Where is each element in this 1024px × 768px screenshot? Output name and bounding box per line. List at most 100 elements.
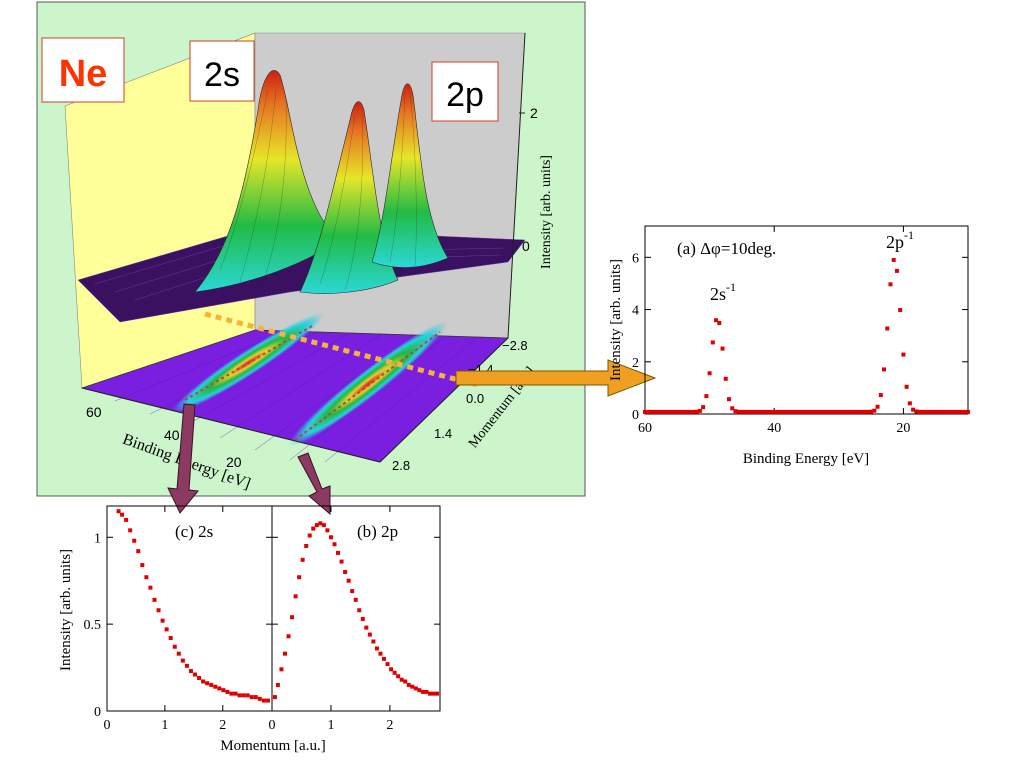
data-point (788, 409, 793, 414)
data-point (431, 691, 436, 696)
data-point (714, 318, 719, 323)
data-point (736, 409, 741, 414)
energy-tick-60: 60 (86, 404, 102, 420)
data-point (286, 634, 291, 639)
data-point (417, 688, 422, 693)
data-point (888, 282, 893, 287)
intensity-axis-label: Intensity [arb. units] (539, 155, 554, 269)
data-point (840, 409, 845, 414)
data-point (762, 409, 767, 414)
panel-a-peak-label-2s: 2s-1 (710, 280, 736, 304)
x-tick-label: 20 (896, 421, 910, 436)
data-point (778, 409, 783, 414)
data-point (856, 409, 861, 414)
data-point (872, 408, 877, 413)
data-point (152, 597, 157, 602)
data-point (927, 409, 932, 414)
data-point (646, 409, 651, 414)
data-point (272, 695, 277, 700)
data-point (781, 409, 786, 414)
data-point (739, 409, 744, 414)
data-point (814, 409, 819, 414)
data-point (672, 409, 677, 414)
momentum-tick-1p4: 1.4 (434, 426, 452, 441)
data-point (717, 320, 722, 325)
panel-a-ticks: 60 40 20 0 2 4 6 (632, 226, 968, 436)
data-point (956, 409, 961, 414)
data-point (688, 409, 693, 414)
panel-b-annotation: (b) 2p (357, 522, 398, 541)
data-point (410, 684, 415, 689)
data-point (304, 543, 309, 548)
surface-peak-2s (194, 70, 339, 293)
momentum-tick-2p8: 2.8 (392, 458, 410, 473)
data-point (261, 698, 266, 703)
data-point (193, 672, 197, 677)
data-point (245, 693, 250, 698)
data-point (785, 409, 790, 414)
data-point (891, 257, 896, 262)
data-point (852, 409, 857, 414)
data-point (420, 689, 425, 694)
data-point (901, 352, 906, 357)
data-point (759, 409, 764, 414)
panel-a-peak-label-2p: 2p-1 (886, 228, 914, 252)
data-point (894, 268, 899, 273)
data-point (791, 409, 796, 414)
data-point (213, 684, 218, 689)
data-point (707, 371, 712, 376)
x-tick-label: 40 (767, 421, 781, 436)
momentum-tick-0p0: 0.0 (466, 391, 484, 406)
momentum-shared-xlabel: Momentum [a.u.] (220, 738, 325, 754)
data-point (930, 409, 935, 414)
data-point (385, 662, 390, 667)
data-point (720, 346, 725, 351)
data-point (810, 409, 815, 414)
panel-a-frame (644, 225, 969, 415)
data-point (959, 409, 964, 414)
panel-c-annotation: (c) 2s (175, 522, 213, 541)
panel-b-frame (271, 505, 441, 712)
data-point (798, 409, 803, 414)
data-point (249, 695, 254, 700)
data-point (241, 693, 246, 698)
data-point (164, 627, 169, 632)
arrow-to-panel-c (167, 403, 199, 514)
panel-c-points (116, 509, 270, 703)
panel-c-ticks: 0 1 2 0 0.5 1 (84, 506, 272, 733)
panel-a-ylabel: Intensity [arb. units] (608, 259, 624, 381)
data-point (399, 677, 404, 682)
data-point (946, 409, 951, 414)
panel-c: 0 1 2 0 0.5 1 (c) 2s Intensity [arb. units] (58, 505, 273, 733)
x-tick-label: 1 (327, 718, 334, 733)
y-tick-label: 2 (632, 356, 639, 371)
data-point (843, 409, 848, 414)
data-point (875, 404, 880, 409)
x-tick-label: 2 (219, 718, 226, 733)
energy-tick-40: 40 (164, 427, 180, 443)
data-point (659, 409, 664, 414)
data-point (378, 651, 383, 656)
data-point (827, 409, 832, 414)
data-point (144, 575, 149, 580)
data-point (710, 340, 715, 345)
data-point (830, 409, 835, 414)
data-point (733, 409, 738, 414)
data-point (794, 409, 799, 414)
x-tick-label: 0 (104, 718, 111, 733)
x-tick-label: 60 (638, 421, 652, 436)
data-point (321, 523, 326, 528)
data-point (176, 651, 181, 656)
data-point (120, 512, 125, 517)
intensity-tick-2: 2 (519, 105, 538, 121)
data-point (424, 689, 429, 694)
panel-b-points (272, 521, 440, 700)
data-point (768, 409, 773, 414)
data-point (817, 409, 822, 414)
y-tick-label: 4 (632, 304, 639, 319)
data-point (726, 397, 731, 402)
data-point (389, 667, 394, 672)
data-point (307, 533, 312, 538)
data-point (257, 696, 262, 701)
